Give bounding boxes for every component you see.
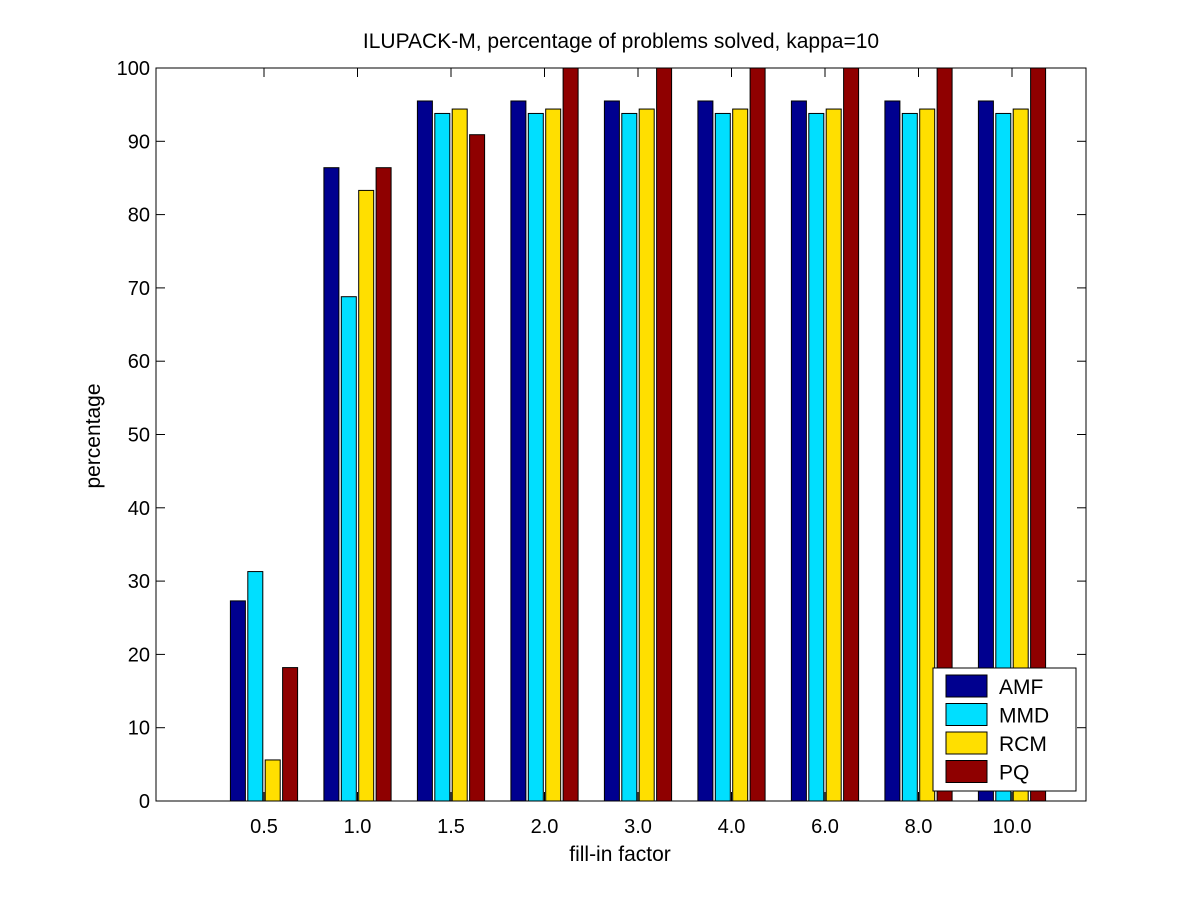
x-tick-label: 1.5 (437, 816, 465, 838)
bar-pq-4.0 (749, 67, 766, 802)
bar-pq-1.0 (375, 167, 392, 802)
legend-swatch-mmd (945, 703, 988, 726)
legend-label-pq: PQ (999, 762, 1029, 785)
bar-mmd-3.0 (621, 112, 638, 802)
bar-rcm-2.0 (545, 108, 562, 802)
bar-rcm-1.0 (358, 189, 375, 802)
y-tick-label: 10 (128, 718, 150, 740)
bar-mmd-6.0 (808, 112, 825, 802)
y-tick-label: 70 (128, 278, 150, 300)
bar-rcm-3.0 (638, 108, 655, 802)
bar-amf-4.0 (697, 100, 714, 802)
bar-pq-0.5 (282, 667, 299, 802)
chart-title: ILUPACK-M, percentage of problems solved… (363, 30, 879, 53)
bar-amf-2.0 (510, 100, 527, 802)
bar-mmd-8.0 (901, 112, 918, 802)
legend-label-rcm: RCM (999, 733, 1047, 756)
y-tick-label: 20 (128, 644, 150, 666)
bar-series-group (229, 67, 1047, 802)
bar-rcm-10.0 (1012, 108, 1029, 802)
bar-amf-6.0 (790, 100, 807, 802)
x-tick-label: 0.5 (250, 816, 278, 838)
legend-label-amf: AMF (999, 676, 1043, 699)
bar-pq-2.0 (562, 67, 579, 802)
y-tick-label: 0 (139, 791, 150, 813)
legend: AMF MMD RCM PQ (932, 667, 1077, 792)
y-axis: 0 10 20 30 40 50 60 70 80 90 100 (117, 58, 1086, 813)
bar-pq-1.5 (469, 134, 486, 802)
bar-pq-10.0 (1030, 67, 1047, 802)
y-axis-label: percentage (82, 383, 105, 488)
bar-rcm-4.0 (732, 108, 749, 802)
x-axis: 0.5 1.0 1.5 2.0 3.0 4.0 6.0 8.0 10.0 (250, 68, 1031, 838)
x-axis-label: fill-in factor (569, 843, 671, 866)
bar-mmd-1.0 (340, 296, 357, 802)
y-tick-label: 60 (128, 351, 150, 373)
legend-swatch-amf (945, 674, 988, 698)
x-tick-label: 8.0 (905, 816, 933, 838)
y-tick-label: 80 (128, 205, 150, 227)
x-tick-label: 4.0 (718, 816, 746, 838)
legend-swatch-pq (945, 760, 988, 783)
bar-amf-1.5 (416, 100, 433, 802)
bar-mmd-1.5 (434, 112, 451, 802)
bar-amf-1.0 (323, 167, 340, 802)
x-tick-label: 1.0 (344, 816, 372, 838)
y-tick-label: 90 (128, 131, 150, 153)
bar-rcm-6.0 (825, 108, 842, 802)
bar-mmd-0.5 (247, 571, 264, 802)
bar-mmd-2.0 (527, 112, 544, 802)
x-tick-label: 2.0 (531, 816, 559, 838)
bar-amf-3.0 (603, 100, 620, 802)
bar-amf-8.0 (884, 100, 901, 802)
bar-mmd-10.0 (995, 112, 1012, 802)
bar-rcm-8.0 (919, 108, 936, 802)
bar-pq-3.0 (656, 67, 673, 802)
bar-rcm-1.5 (451, 108, 468, 802)
legend-label-mmd: MMD (999, 705, 1049, 728)
bar-mmd-4.0 (714, 112, 731, 802)
x-tick-label: 10.0 (993, 816, 1032, 838)
y-tick-label: 50 (128, 425, 150, 447)
x-tick-label: 6.0 (811, 816, 839, 838)
y-tick-label: 30 (128, 571, 150, 593)
bar-pq-6.0 (843, 67, 860, 802)
bar-amf-10.0 (977, 100, 994, 802)
y-tick-label: 40 (128, 498, 150, 520)
y-tick-label: 100 (117, 58, 150, 80)
legend-swatch-rcm (945, 731, 988, 755)
bar-rcm-0.5 (264, 759, 281, 802)
bar-pq-8.0 (936, 67, 953, 802)
x-tick-label: 3.0 (624, 816, 652, 838)
bar-amf-0.5 (229, 600, 246, 802)
